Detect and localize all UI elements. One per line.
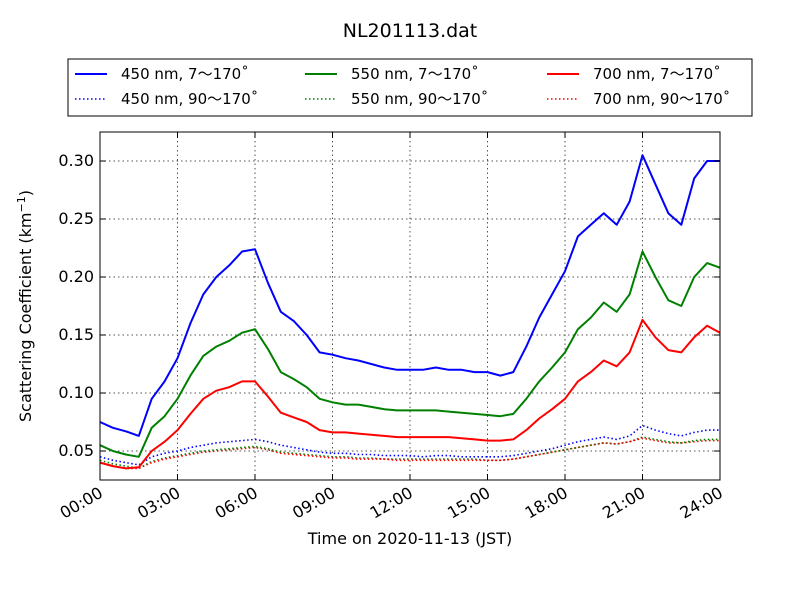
y-tick-label: 0.25	[58, 209, 94, 228]
chart-title: NL201113.dat	[343, 20, 478, 42]
series-group	[99, 154, 721, 470]
y-tick-label: 0.05	[58, 441, 94, 460]
legend: 450 nm, 7～170˚ 550 nm, 7～170˚ 700 nm, 7～17…	[67, 58, 753, 117]
y-tick-label: 0.30	[58, 151, 94, 170]
x-tick-label: 09:00	[289, 483, 338, 523]
y-axis-label-main: Scattering Coefficient (km	[16, 212, 35, 422]
plot-frame	[99, 131, 721, 481]
x-tick-label: 21:00	[599, 483, 648, 523]
ticks: 00:00 03:00 06:00 09:00 12:00 15:00 18:00 21:00…	[57, 132, 726, 523]
legend-label-3: 550 nm, 90～170˚	[351, 90, 488, 108]
legend-label-5: 700 nm, 90～170˚	[593, 90, 730, 108]
y-axis-label: Scattering Coefficient (km−1)	[15, 190, 35, 422]
y-axis-label-exponent: −1	[15, 196, 28, 212]
series-line-2	[99, 250, 721, 458]
grid	[100, 132, 720, 480]
y-tick-label: 0.10	[58, 383, 94, 402]
x-axis-label: Time on 2020-11-13 (JST)	[307, 529, 512, 548]
y-tick-label: 0.15	[58, 325, 94, 344]
legend-frame	[67, 58, 753, 117]
x-tick-label: 15:00	[444, 483, 493, 523]
x-tick-label: 24:00	[677, 483, 726, 523]
legend-label-4: 700 nm, 7～170˚	[593, 65, 721, 83]
series-line-0	[99, 154, 720, 437]
x-tick-label: 06:00	[212, 483, 261, 523]
series-line-4	[99, 318, 721, 470]
legend-label-0: 450 nm, 7～170˚	[121, 65, 249, 83]
legend-label-2: 550 nm, 7～170˚	[351, 65, 479, 83]
legend-label-1: 450 nm, 90～170˚	[121, 90, 258, 108]
x-tick-label: 12:00	[367, 483, 416, 523]
y-tick-label: 0.20	[58, 267, 94, 286]
y-axis-label-close: )	[16, 190, 35, 196]
x-tick-label: 00:00	[57, 483, 106, 523]
series-line-1	[99, 424, 720, 466]
x-tick-label: 18:00	[522, 483, 571, 523]
x-tick-label: 03:00	[134, 483, 183, 523]
